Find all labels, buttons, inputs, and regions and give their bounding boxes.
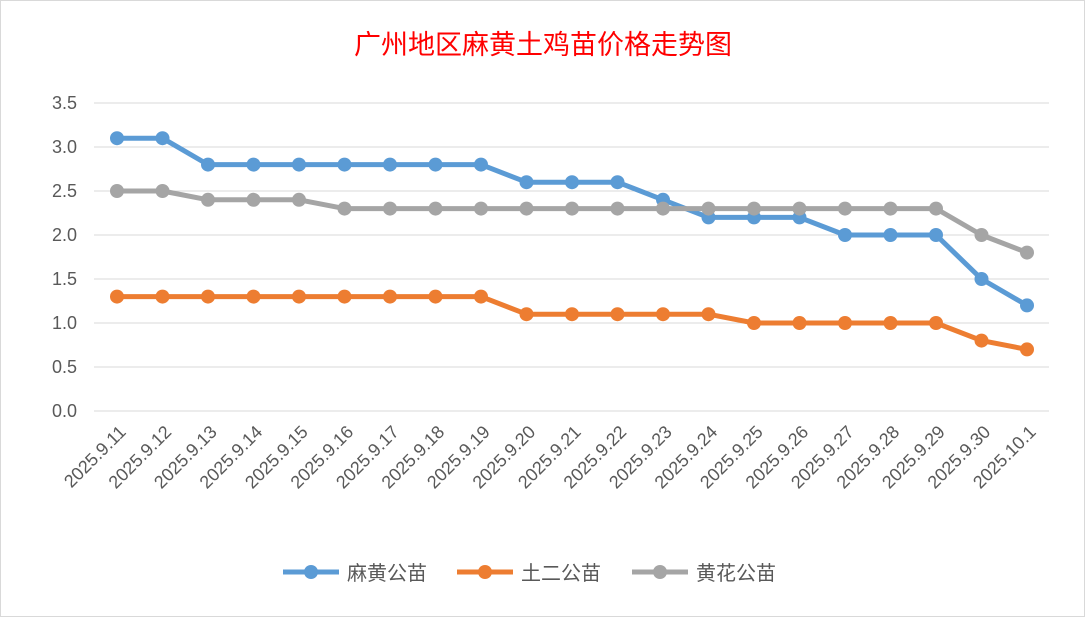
data-point	[246, 157, 261, 172]
data-point	[610, 175, 625, 190]
data-point	[656, 307, 670, 322]
data-point	[519, 307, 534, 322]
y-tick-label: 2.5	[52, 181, 77, 201]
data-point	[474, 157, 488, 172]
data-point	[337, 201, 352, 216]
data-point	[747, 201, 761, 216]
data-point	[929, 201, 943, 216]
y-tick-label: 2.0	[52, 225, 77, 245]
legend-item: 麻黄公苗	[283, 561, 427, 585]
y-tick-label: 1.5	[52, 269, 77, 289]
data-point	[701, 307, 716, 322]
data-point	[1020, 342, 1034, 357]
data-point	[110, 131, 124, 146]
data-point	[110, 289, 124, 304]
data-point	[337, 289, 352, 304]
data-point	[883, 228, 898, 242]
data-point	[883, 201, 898, 216]
data-point	[474, 201, 488, 216]
data-point	[155, 289, 170, 304]
legend-point-marker	[653, 565, 667, 579]
legend-item: 黄花公苗	[632, 561, 776, 585]
data-point	[565, 201, 579, 216]
legend-label: 黄花公苗	[696, 561, 776, 585]
data-point	[929, 228, 943, 242]
data-point	[656, 201, 670, 216]
y-axis-ticks: 0.0 0.5 1.0 1.5 2.0 2.5 3.0 3.5	[52, 93, 77, 421]
data-point	[155, 131, 170, 146]
data-point	[565, 175, 579, 190]
legend-point-marker	[304, 565, 318, 579]
y-tick-label: 3.0	[52, 137, 77, 157]
data-point	[428, 289, 443, 304]
data-point	[201, 192, 215, 207]
data-point	[1020, 245, 1034, 260]
data-point	[110, 184, 124, 198]
data-point	[383, 157, 397, 172]
data-point	[974, 228, 989, 242]
legend-point-marker	[478, 565, 492, 579]
data-point	[701, 201, 716, 216]
data-point	[246, 289, 261, 304]
data-point	[1020, 298, 1034, 313]
data-point	[792, 316, 807, 330]
data-point	[792, 201, 807, 216]
series-0	[110, 131, 1034, 313]
y-tick-label: 0.0	[52, 401, 77, 421]
data-point	[292, 192, 306, 207]
legend: 麻黄公苗 土二公苗 黄花公苗	[283, 561, 776, 585]
legend-label: 麻黄公苗	[347, 561, 427, 585]
data-point	[519, 175, 534, 190]
data-point	[974, 272, 989, 286]
data-point	[838, 201, 852, 216]
data-point	[383, 201, 397, 216]
data-point	[155, 184, 170, 198]
data-point	[337, 157, 352, 172]
data-point	[428, 157, 443, 172]
data-point	[383, 289, 397, 304]
data-point	[929, 316, 943, 330]
data-point	[610, 307, 625, 322]
data-point	[838, 316, 852, 330]
data-point	[292, 289, 306, 304]
data-point	[883, 316, 898, 330]
legend-label: 土二公苗	[521, 561, 601, 585]
y-tick-label: 1.0	[52, 313, 77, 333]
data-point	[974, 333, 989, 348]
data-point	[474, 289, 488, 304]
data-point	[838, 228, 852, 242]
data-point	[246, 192, 261, 207]
gridlines	[94, 102, 1049, 412]
y-tick-label: 0.5	[52, 357, 77, 377]
data-point	[610, 201, 625, 216]
data-point	[201, 289, 215, 304]
series-lines	[110, 131, 1034, 357]
data-point	[519, 201, 534, 216]
legend-item: 土二公苗	[457, 561, 601, 585]
data-point	[565, 307, 579, 322]
chart-title: 广州地区麻黄土鸡苗价格走势图	[354, 30, 732, 61]
data-point	[747, 316, 761, 330]
x-axis-ticks: 2025.9.112025.9.122025.9.132025.9.142025…	[60, 422, 1040, 493]
data-point	[201, 157, 215, 172]
series-2	[110, 184, 1034, 260]
data-point	[428, 201, 443, 216]
series-1	[110, 289, 1034, 357]
y-tick-label: 3.5	[52, 93, 77, 113]
data-point	[292, 157, 306, 172]
